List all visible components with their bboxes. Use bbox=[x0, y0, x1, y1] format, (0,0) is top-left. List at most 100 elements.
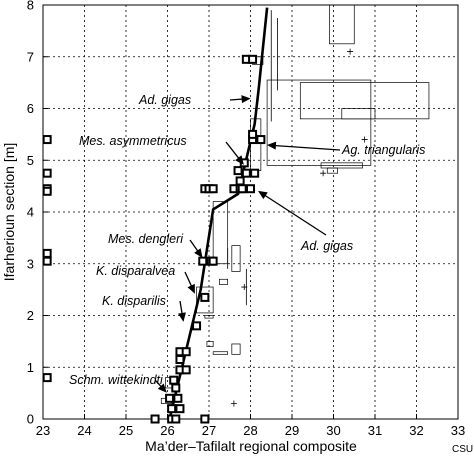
data-point bbox=[42, 168, 52, 178]
data-point bbox=[175, 404, 185, 414]
annotation-arrowhead bbox=[258, 190, 268, 200]
data-point bbox=[165, 393, 175, 403]
data-point bbox=[171, 383, 181, 393]
data-point bbox=[200, 414, 210, 424]
range-box bbox=[320, 162, 363, 169]
data-point bbox=[256, 135, 266, 145]
x-tick-label: 28 bbox=[243, 423, 257, 438]
x-axis-title: Ma’der–Tafilalt regional composite bbox=[145, 438, 357, 454]
y-tick-labels: 0 1 2 3 4 5 6 7 8 bbox=[27, 0, 34, 427]
x-tick-labels: 23 24 25 26 27 28 29 30 31 32 33 bbox=[36, 423, 465, 438]
annotation-arrow-line bbox=[261, 193, 327, 236]
annotation-arrowhead bbox=[235, 155, 244, 165]
annotation-arrow-line bbox=[271, 144, 341, 151]
data-point bbox=[237, 184, 247, 194]
y-tick-label: 2 bbox=[27, 308, 34, 323]
cross-marker bbox=[361, 136, 368, 143]
y-tick-label: 5 bbox=[27, 153, 34, 168]
x-tick-label: 25 bbox=[119, 423, 133, 438]
y-tick-label: 8 bbox=[27, 0, 34, 13]
y-tick-label: 1 bbox=[27, 360, 34, 375]
y-tick-label: 4 bbox=[27, 205, 34, 220]
range-box bbox=[250, 118, 262, 171]
data-point bbox=[150, 414, 160, 424]
range-box bbox=[196, 286, 214, 314]
annotation-label: Mes. dengleri bbox=[108, 232, 184, 246]
annotation-arrowhead bbox=[194, 248, 203, 258]
x-tick-label: 23 bbox=[36, 423, 50, 438]
annotation-label: K. disparilis bbox=[102, 294, 166, 308]
annotation-arrow-line bbox=[225, 141, 242, 162]
data-point bbox=[235, 176, 245, 186]
annotation-arrowhead bbox=[187, 283, 195, 294]
data-point bbox=[42, 135, 52, 145]
annotation-label: K. disparalvea bbox=[96, 264, 175, 278]
annotation-label: Mes. asymmetricus bbox=[79, 134, 187, 148]
data-point bbox=[42, 373, 52, 383]
x-tick-label: 31 bbox=[368, 423, 382, 438]
annotation-label: Schm. wittekindti bbox=[69, 373, 164, 387]
range-box bbox=[341, 108, 376, 120]
range-box bbox=[299, 82, 430, 120]
data-point bbox=[173, 393, 183, 403]
cross-marker bbox=[347, 48, 354, 55]
data-point bbox=[169, 375, 179, 385]
cross-marker bbox=[230, 400, 237, 407]
range-box bbox=[219, 278, 229, 285]
annotation-arrowhead bbox=[178, 312, 186, 322]
data-point bbox=[181, 365, 191, 375]
data-point bbox=[42, 256, 52, 266]
range-boxes bbox=[160, 4, 430, 407]
grid-lines bbox=[43, 5, 458, 419]
range-box bbox=[329, 4, 355, 45]
data-point bbox=[248, 54, 258, 64]
cross-marker bbox=[320, 170, 327, 177]
data-point bbox=[42, 186, 52, 196]
annotation-arrowhead bbox=[241, 95, 251, 104]
y-tick-label: 7 bbox=[27, 49, 34, 64]
data-point bbox=[167, 404, 177, 414]
range-box bbox=[326, 167, 338, 174]
annotation-arrowhead bbox=[157, 383, 167, 393]
corner-mark: CSU bbox=[452, 444, 473, 455]
annotation-labels: Ad. gigas Mes. asymmetricus Ag. triangular… bbox=[69, 93, 425, 387]
range-box bbox=[231, 343, 241, 355]
x-tick-label: 30 bbox=[326, 423, 340, 438]
range-box bbox=[231, 245, 241, 272]
data-point bbox=[198, 256, 208, 266]
annotation-label: Ad. gigas bbox=[300, 239, 353, 253]
data-point bbox=[248, 129, 258, 139]
x-tick-label: 32 bbox=[409, 423, 423, 438]
range-box bbox=[206, 341, 214, 347]
data-point bbox=[175, 354, 185, 364]
data-point bbox=[241, 168, 251, 178]
range-box bbox=[212, 201, 229, 265]
y-tick-label: 0 bbox=[27, 412, 34, 427]
x-tick-label: 29 bbox=[285, 423, 299, 438]
y-tick-label: 3 bbox=[27, 256, 34, 271]
data-points bbox=[42, 54, 266, 424]
data-point bbox=[181, 347, 191, 357]
range-box bbox=[212, 351, 229, 355]
x-tick-label: 33 bbox=[451, 423, 465, 438]
data-point bbox=[171, 414, 181, 424]
data-point bbox=[192, 321, 202, 331]
data-point bbox=[200, 292, 210, 302]
range-box bbox=[266, 79, 372, 166]
range-box bbox=[204, 315, 214, 319]
annotation-label: Ag. triangularis bbox=[341, 143, 425, 157]
x-tick-label: 27 bbox=[202, 423, 216, 438]
annotation-arrows bbox=[154, 95, 341, 393]
data-point bbox=[233, 166, 243, 176]
y-axis-title: Ifarherioun section [m] bbox=[1, 143, 17, 282]
data-point bbox=[42, 248, 52, 258]
data-point bbox=[208, 256, 218, 266]
data-point bbox=[246, 184, 255, 194]
annotation-label: Ad. gigas bbox=[138, 93, 191, 107]
x-tick-label: 24 bbox=[77, 423, 91, 438]
data-point bbox=[208, 184, 218, 194]
annotation-arrowhead bbox=[266, 141, 277, 150]
y-tick-label: 6 bbox=[27, 101, 34, 116]
data-point bbox=[250, 168, 260, 178]
